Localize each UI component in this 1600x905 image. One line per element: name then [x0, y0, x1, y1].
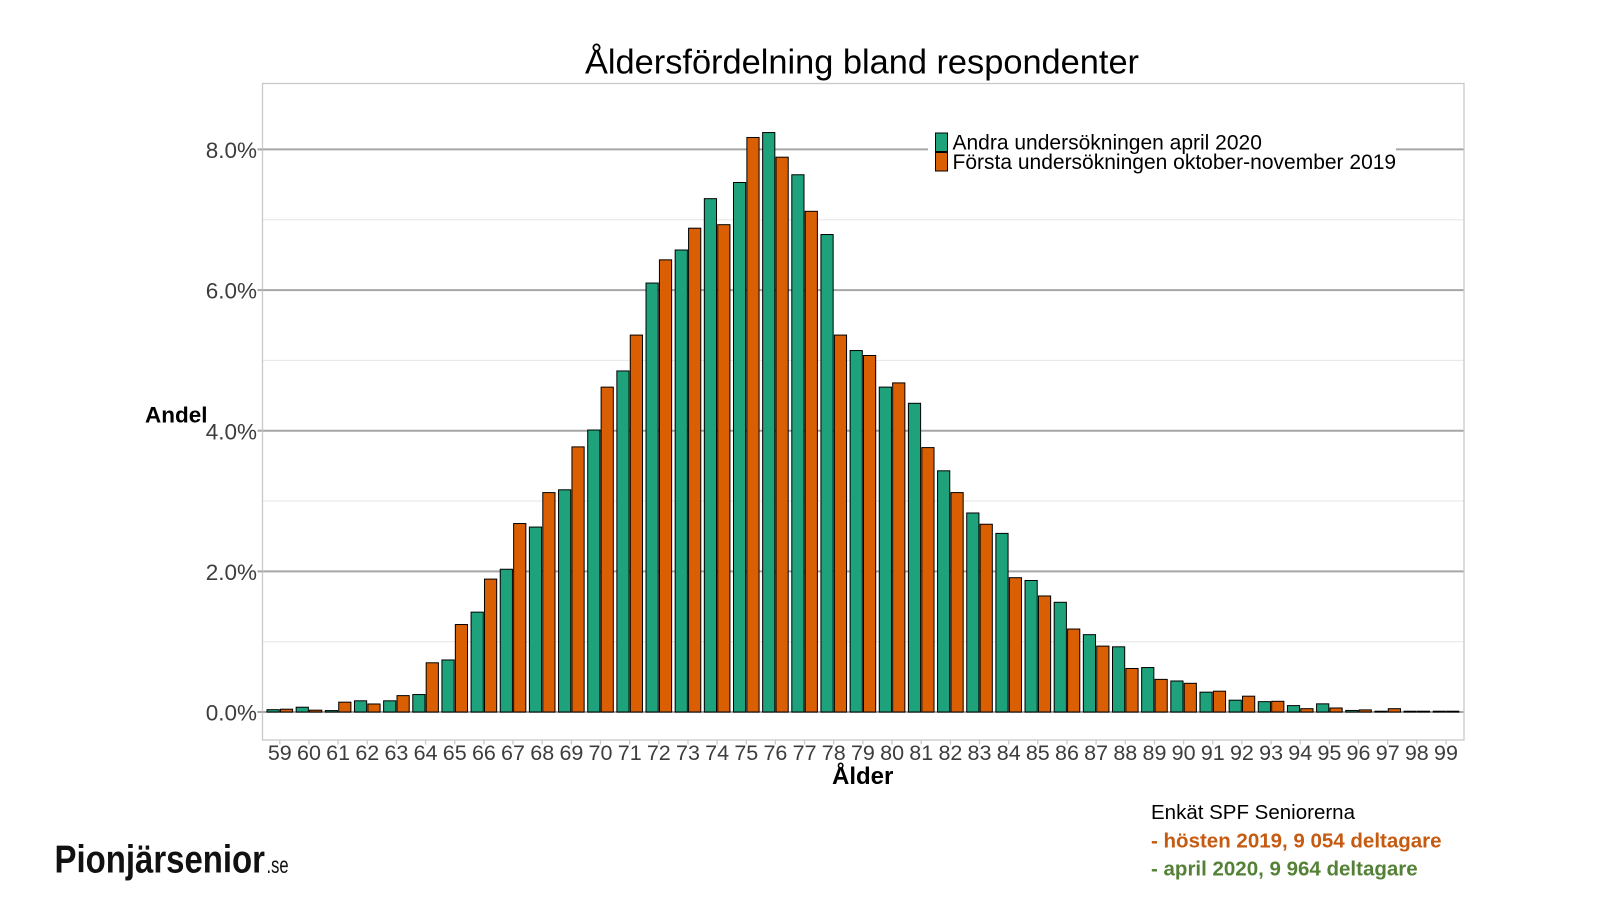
svg-text:Pionjärsenior: Pionjärsenior [55, 839, 266, 882]
svg-text:69: 69 [559, 741, 583, 765]
svg-text:92: 92 [1230, 741, 1254, 765]
svg-text:Andel: Andel [145, 402, 208, 427]
svg-text:Ålder: Ålder [832, 762, 893, 790]
svg-text:95: 95 [1317, 741, 1341, 765]
svg-text:64: 64 [414, 741, 438, 765]
svg-text:86: 86 [1055, 741, 1079, 765]
svg-text:0.0%: 0.0% [206, 701, 257, 726]
svg-text:6.0%: 6.0% [206, 279, 257, 304]
svg-text:89: 89 [1143, 741, 1167, 765]
svg-text:98: 98 [1405, 741, 1429, 765]
svg-text:85: 85 [1026, 741, 1050, 765]
svg-text:87: 87 [1084, 741, 1108, 765]
svg-text:74: 74 [705, 741, 729, 765]
svg-text:82: 82 [938, 741, 962, 765]
svg-text:70: 70 [589, 741, 613, 765]
svg-text:76: 76 [763, 741, 787, 765]
svg-text:72: 72 [647, 741, 671, 765]
svg-text:80: 80 [880, 741, 904, 765]
svg-text:62: 62 [355, 741, 379, 765]
svg-text:99: 99 [1434, 741, 1458, 765]
svg-text:79: 79 [851, 741, 875, 765]
svg-text:96: 96 [1347, 741, 1371, 765]
svg-text:88: 88 [1113, 741, 1137, 765]
svg-text:66: 66 [472, 741, 496, 765]
svg-text:68: 68 [530, 741, 554, 765]
svg-text:77: 77 [793, 741, 817, 765]
svg-text:.se: .se [267, 852, 289, 878]
svg-text:Enkät SPF Seniorerna: Enkät SPF Seniorerna [1151, 801, 1356, 824]
svg-text:Första undersökningen oktober-: Första undersökningen oktober-november 2… [953, 151, 1397, 174]
svg-text:73: 73 [676, 741, 700, 765]
svg-text:- april 2020, 9 964 deltagare: - april 2020, 9 964 deltagare [1151, 857, 1418, 880]
svg-text:75: 75 [734, 741, 758, 765]
svg-text:97: 97 [1376, 741, 1400, 765]
svg-text:8.0%: 8.0% [206, 138, 257, 163]
svg-text:84: 84 [997, 741, 1021, 765]
svg-text:- hösten 2019, 9 054 deltagare: - hösten 2019, 9 054 deltagare [1151, 830, 1442, 853]
svg-text:91: 91 [1201, 741, 1225, 765]
svg-text:81: 81 [909, 741, 933, 765]
svg-text:78: 78 [822, 741, 846, 765]
svg-text:Andra undersökningen april 202: Andra undersökningen april 2020 [953, 132, 1262, 155]
svg-text:71: 71 [618, 741, 642, 765]
svg-text:63: 63 [384, 741, 408, 765]
svg-text:2.0%: 2.0% [206, 560, 257, 585]
svg-text:61: 61 [326, 741, 350, 765]
svg-text:59: 59 [268, 741, 292, 765]
svg-text:Åldersfördelning bland respond: Åldersfördelning bland respondenter [585, 44, 1139, 82]
svg-text:65: 65 [443, 741, 467, 765]
svg-text:83: 83 [968, 741, 992, 765]
svg-text:94: 94 [1288, 741, 1312, 765]
svg-text:93: 93 [1259, 741, 1283, 765]
svg-text:60: 60 [297, 741, 321, 765]
svg-text:4.0%: 4.0% [206, 419, 257, 444]
svg-text:67: 67 [501, 741, 525, 765]
svg-text:90: 90 [1172, 741, 1196, 765]
